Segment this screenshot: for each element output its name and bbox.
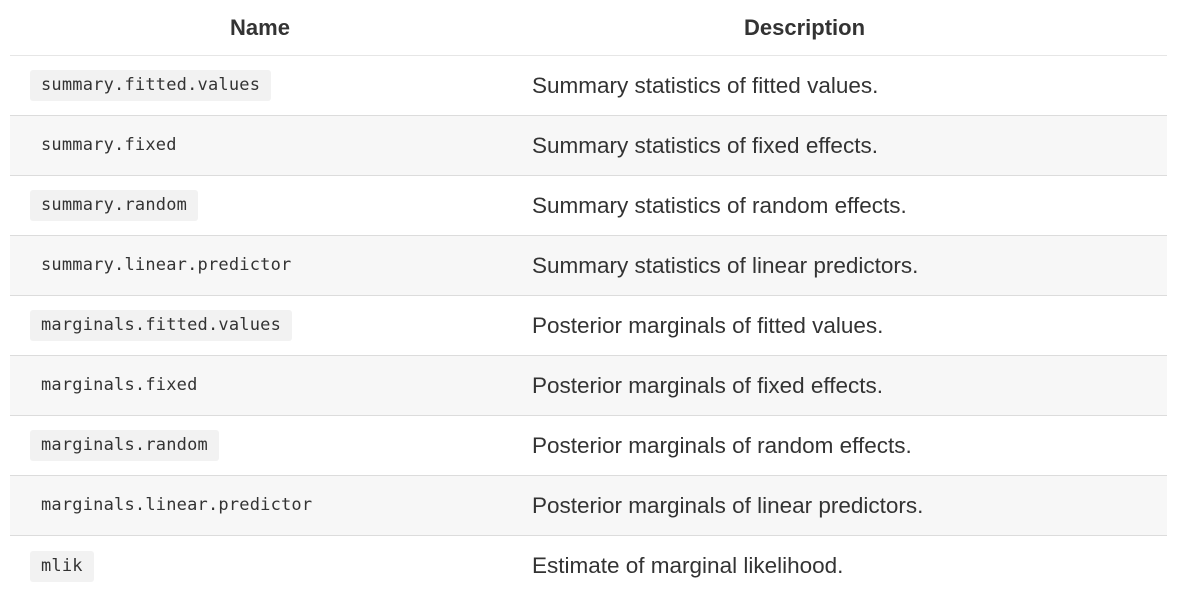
table-row: summary.fitted.values Summary statistics… bbox=[10, 56, 1167, 116]
row-description: Summary statistics of fixed effects. bbox=[532, 132, 878, 158]
header-description: Description bbox=[743, 14, 866, 40]
table-row: summary.random Summary statistics of ran… bbox=[10, 176, 1167, 236]
header-name: Name bbox=[230, 14, 290, 40]
row-name-code: mlik bbox=[30, 550, 94, 582]
row-description: Estimate of marginal likelihood. bbox=[532, 553, 844, 578]
table-row: marginals.linear.predictor Posterior mar… bbox=[10, 476, 1167, 536]
row-name-code: summary.random bbox=[30, 190, 199, 221]
table-row: marginals.fitted.values Posterior margin… bbox=[10, 296, 1167, 356]
row-name-code: summary.linear.predictor bbox=[41, 255, 292, 275]
table-row: marginals.random Posterior marginals of … bbox=[10, 416, 1167, 476]
row-name-code: summary.fitted.values bbox=[30, 70, 272, 101]
row-name-code: marginals.linear.predictor bbox=[41, 495, 313, 515]
table-row: summary.fixed Summary statistics of fixe… bbox=[10, 116, 1167, 176]
row-name-code: marginals.fitted.values bbox=[30, 310, 293, 341]
row-description: Posterior marginals of random effects. bbox=[532, 432, 912, 458]
row-description: Posterior marginals of linear predictors… bbox=[532, 492, 924, 518]
results-table: Name Description summary.fitted.values S… bbox=[10, 0, 1167, 596]
table-row: mlik Estimate of marginal likelihood. bbox=[10, 536, 1167, 596]
table-row: marginals.fixed Posterior marginals of f… bbox=[10, 356, 1167, 416]
row-description: Summary statistics of fitted values. bbox=[532, 72, 879, 98]
row-name-code: marginals.random bbox=[30, 430, 219, 461]
row-name-code: marginals.fixed bbox=[41, 375, 198, 395]
row-name-code: summary.fixed bbox=[41, 135, 177, 155]
table-header: Name Description bbox=[10, 0, 1167, 56]
row-description: Posterior marginals of fitted values. bbox=[532, 312, 884, 338]
row-description: Summary statistics of linear predictors. bbox=[532, 252, 919, 278]
table-row: summary.linear.predictor Summary statist… bbox=[10, 236, 1167, 296]
row-description: Summary statistics of random effects. bbox=[532, 192, 907, 218]
row-description: Posterior marginals of fixed effects. bbox=[532, 372, 883, 398]
